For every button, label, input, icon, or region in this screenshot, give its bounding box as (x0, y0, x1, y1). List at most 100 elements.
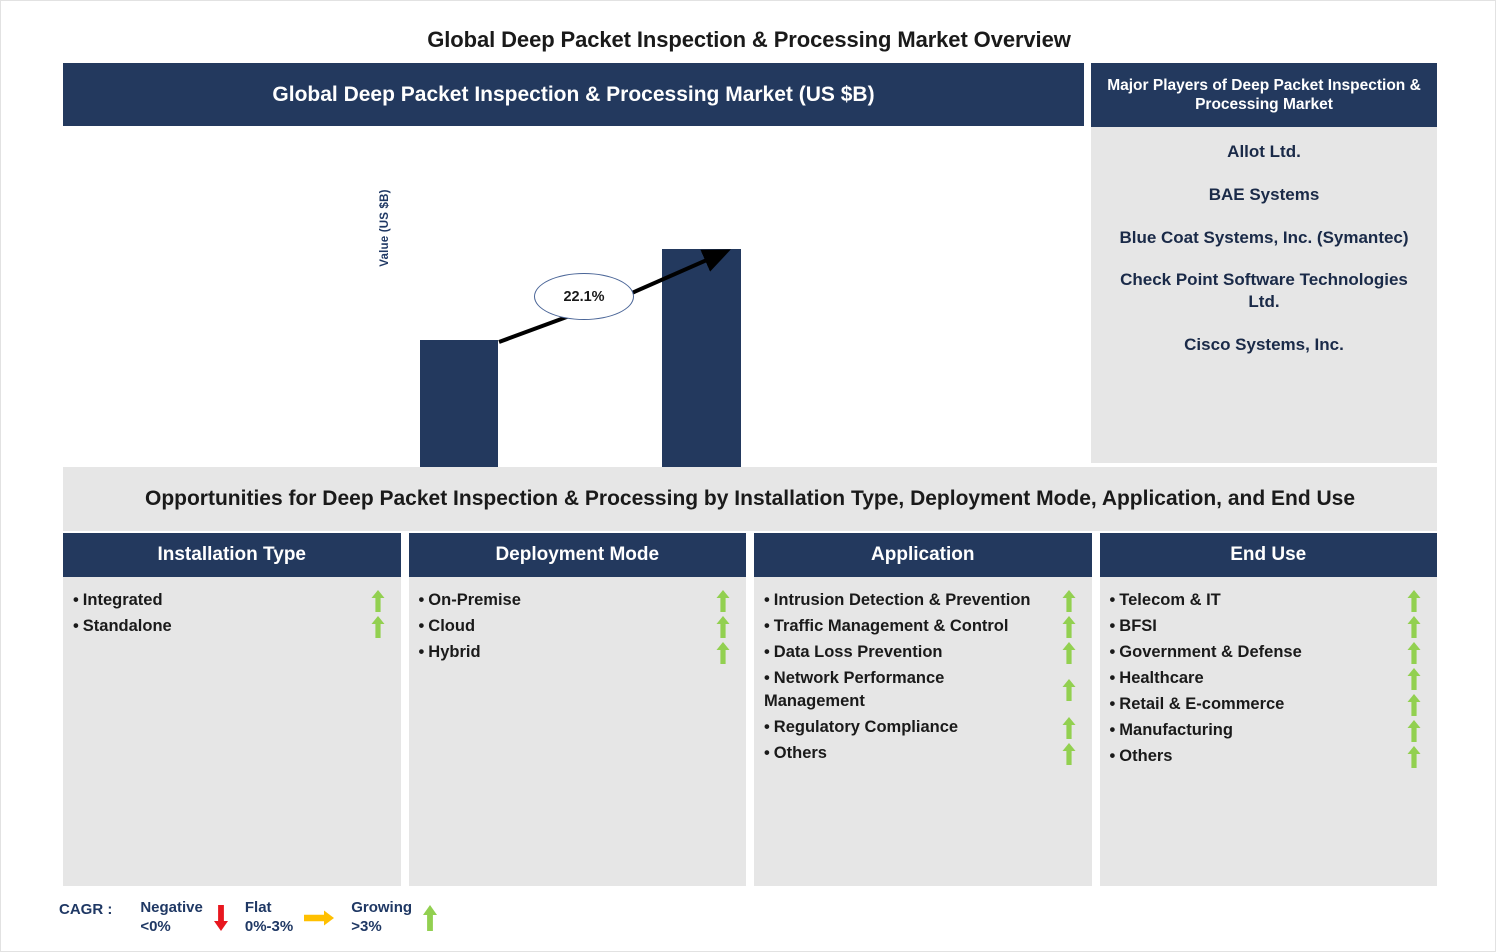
list-item: • Others (764, 742, 1084, 766)
list-item: • Manufacturing (1110, 719, 1430, 743)
list-item: • Standalone (73, 615, 393, 639)
item-label: • Network Performance Management (764, 669, 945, 711)
chart-body: Value (US $B) 2025 2031 22.1% Source : L… (63, 126, 1084, 528)
item-label: • Hybrid (418, 643, 481, 662)
legend-negative-range: <0% (140, 917, 171, 935)
list-item: Cisco Systems, Inc. (1184, 334, 1344, 354)
arrow-down-icon (213, 904, 229, 932)
arrow-up-icon (708, 615, 738, 639)
list-item: • On-Premise (419, 589, 739, 613)
legend-growing-name: Growing (351, 899, 413, 916)
list-item: • Integrated (73, 589, 393, 613)
legend-item-flat: Flat 0%-3% (245, 899, 345, 937)
item-text: Manufacturing (1119, 721, 1233, 740)
column-body-installation-type: • Integrated • Standalone (63, 577, 401, 886)
cagr-legend: CAGR : Negative <0% Flat 0%-3% Growing >… (59, 899, 454, 937)
arrow-up-icon (363, 615, 393, 639)
item-label: • Integrated (73, 591, 163, 610)
list-item: • Network Performance Management (764, 667, 1084, 714)
column-deployment-mode: Deployment Mode • On-Premise • Cloud • Hybr… (408, 533, 746, 886)
item-text: Retail & E-commerce (1119, 695, 1285, 714)
arrow-up-icon (1054, 615, 1084, 639)
list-item: • Cloud (419, 615, 739, 639)
arrow-up-icon (1399, 589, 1429, 613)
arrow-up-icon (363, 589, 393, 613)
item-label: • Standalone (73, 617, 172, 636)
y-axis-label: Value (US $B) (379, 189, 391, 267)
list-item: • Traffic Management & Control (764, 615, 1084, 639)
column-header-application: Application (754, 533, 1092, 577)
list-item: • Data Loss Prevention (764, 641, 1084, 665)
item-label: • BFSI (1109, 617, 1157, 636)
column-header-deployment-mode: Deployment Mode (408, 533, 746, 577)
legend-item-negative: Negative <0% (140, 899, 239, 937)
column-header-installation-type: Installation Type (63, 533, 401, 577)
page-title: Global Deep Packet Inspection & Processi… (427, 27, 1071, 52)
arrow-up-icon (708, 641, 738, 665)
column-application: Application • Intrusion Detection & Preve… (754, 533, 1092, 886)
arrow-up-icon (1399, 667, 1429, 691)
item-text: Standalone (82, 617, 172, 636)
opportunities-columns: Installation Type • Integrated • Standalon… (63, 533, 1437, 886)
item-text: Others (773, 744, 827, 763)
item-label: • Cloud (418, 617, 476, 636)
cagr-callout: 22.1% (534, 273, 634, 320)
arrow-up-icon (1054, 716, 1084, 740)
item-label: • Traffic Management & Control (764, 617, 1009, 636)
legend-negative-name: Negative (140, 899, 203, 916)
column-body-application: • Intrusion Detection & Prevention • Traff… (754, 577, 1092, 886)
item-text: Intrusion Detection & Prevention (773, 591, 1031, 610)
item-label: • On-Premise (418, 591, 521, 610)
legend-flat-name: Flat (244, 899, 272, 916)
column-installation-type: Installation Type • Integrated • Standalon… (63, 533, 401, 886)
arrow-up-icon (1399, 615, 1429, 639)
list-item: BAE Systems (1208, 184, 1320, 204)
major-players-header: Major Players of Deep Packet Inspection … (1091, 63, 1437, 127)
item-label: • Healthcare (1109, 669, 1204, 688)
list-item: • Healthcare (1110, 667, 1430, 691)
list-item: Blue Coat Systems, Inc. (Symantec) (1119, 227, 1409, 247)
arrow-up-icon (1054, 678, 1084, 702)
arrow-up-icon (1054, 641, 1084, 665)
list-item: • Regulatory Compliance (764, 716, 1084, 740)
arrow-up-icon (1399, 693, 1429, 717)
arrow-right-icon (303, 909, 335, 927)
item-label: • Government & Defense (1109, 643, 1302, 662)
item-text: On-Premise (428, 591, 521, 610)
list-item: • Government & Defense (1110, 641, 1430, 665)
column-body-deployment-mode: • On-Premise • Cloud • Hybrid (408, 577, 746, 886)
item-text: Regulatory Compliance (773, 718, 959, 737)
list-item: Allot Ltd. (1227, 142, 1301, 161)
legend-negative-text: Negative <0% (140, 899, 203, 937)
market-chart-panel: Global Deep Packet Inspection & Processi… (63, 63, 1084, 528)
list-item: • Retail & E-commerce (1110, 693, 1430, 717)
item-label: • Retail & E-commerce (1109, 695, 1285, 714)
item-text: Healthcare (1119, 669, 1204, 688)
column-body-end-use: • Telecom & IT • BFSI • Government & Defens… (1099, 577, 1437, 886)
arrow-up-icon (1054, 742, 1084, 766)
item-label: • Data Loss Prevention (764, 643, 943, 662)
item-text: Integrated (82, 591, 163, 610)
chart-panel-header: Global Deep Packet Inspection & Processi… (63, 63, 1084, 126)
column-end-use: End Use • Telecom & IT • BFSI • Government … (1099, 533, 1437, 886)
opportunities-band-title: Opportunities for Deep Packet Inspection… (63, 467, 1437, 531)
arrow-up-icon (708, 589, 738, 613)
item-label: • Regulatory Compliance (764, 718, 959, 737)
item-label: • Manufacturing (1109, 721, 1233, 740)
legend-growing-range: >3% (351, 917, 382, 935)
legend-flat-text: Flat 0%-3% (245, 899, 293, 937)
list-item: • BFSI (1110, 615, 1430, 639)
legend-flat-range: 0%-3% (244, 917, 294, 935)
list-item: • Telecom & IT (1110, 589, 1430, 613)
major-players-list: Allot Ltd. BAE Systems Blue Coat Systems… (1091, 127, 1437, 377)
item-label: • Intrusion Detection & Prevention (764, 591, 1031, 610)
bar-2031 (662, 249, 741, 481)
item-text: Others (1119, 747, 1173, 766)
item-text: BFSI (1119, 617, 1157, 636)
list-item: • Others (1110, 745, 1430, 769)
arrow-up-icon (1399, 745, 1429, 769)
arrow-up-icon (1399, 719, 1429, 743)
item-label: • Telecom & IT (1109, 591, 1221, 610)
bar-2025 (420, 340, 498, 481)
